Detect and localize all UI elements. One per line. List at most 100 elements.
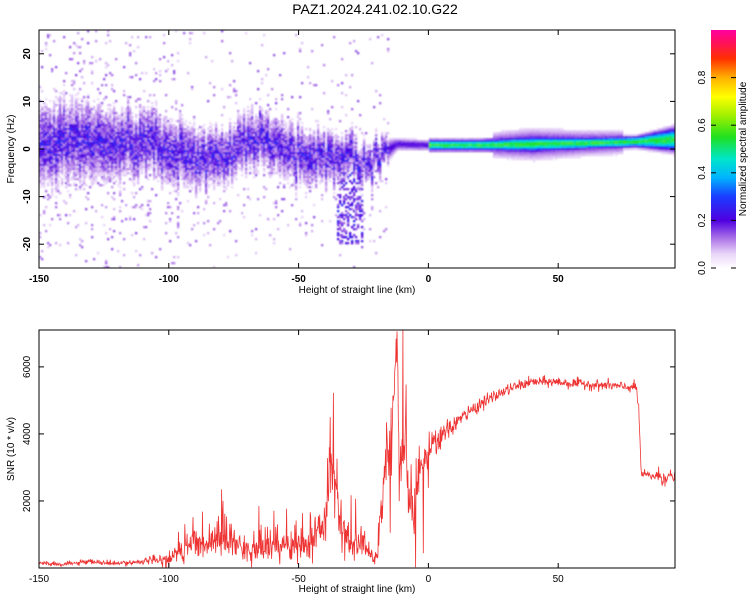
heatmap-cell bbox=[77, 136, 80, 139]
heatmap-cell bbox=[83, 110, 86, 113]
heatmap-cell bbox=[139, 140, 142, 143]
heatmap-cell bbox=[223, 142, 226, 145]
heatmap-cell bbox=[51, 178, 54, 181]
heatmap-cell bbox=[55, 136, 58, 139]
heatmap-cell bbox=[285, 176, 288, 179]
heatmap-cell bbox=[41, 114, 44, 117]
heatmap-cell bbox=[69, 178, 72, 181]
heatmap-cell bbox=[137, 122, 140, 125]
heatmap-cell bbox=[243, 150, 246, 153]
heatmap-cell bbox=[93, 176, 96, 179]
heatmap-cell bbox=[153, 136, 156, 139]
heatmap-cell bbox=[171, 160, 174, 163]
heatmap-cell bbox=[93, 138, 96, 141]
heatmap-cell bbox=[193, 142, 196, 145]
heatmap-cell bbox=[323, 154, 326, 157]
heatmap-cell bbox=[73, 120, 76, 123]
heatmap-cell bbox=[251, 104, 254, 107]
heatmap-cell bbox=[163, 168, 166, 171]
heatmap-cell bbox=[221, 134, 224, 137]
heatmap-cell bbox=[81, 144, 84, 147]
heatmap-cell bbox=[43, 126, 46, 129]
heatmap-cell bbox=[81, 124, 84, 127]
heatmap-cell bbox=[163, 180, 166, 183]
heatmap-cell bbox=[195, 164, 198, 167]
heatmap-cell bbox=[71, 128, 74, 131]
heatmap-cell bbox=[319, 170, 322, 173]
heatmap-cell bbox=[101, 134, 104, 137]
heatmap-cell bbox=[107, 162, 110, 165]
heatmap-cell bbox=[245, 174, 248, 177]
heatmap-cell bbox=[71, 94, 74, 97]
heatmap-cell bbox=[181, 136, 184, 139]
heatmap-cell bbox=[241, 158, 244, 161]
heatmap-cell bbox=[57, 132, 60, 135]
heatmap-cell bbox=[147, 142, 150, 145]
heatmap-cell bbox=[69, 194, 72, 197]
heatmap-cell bbox=[57, 158, 60, 161]
heatmap-cell bbox=[87, 198, 90, 201]
heatmap-cell bbox=[69, 214, 72, 217]
heatmap-cell bbox=[129, 126, 132, 129]
heatmap-cell bbox=[127, 162, 130, 165]
heatmap-cell bbox=[151, 148, 154, 151]
heatmap-cell bbox=[145, 132, 148, 135]
heatmap-cell bbox=[225, 158, 228, 161]
heatmap-cell bbox=[301, 216, 304, 219]
heatmap-cell bbox=[83, 142, 86, 145]
heatmap-cell bbox=[237, 150, 240, 153]
heatmap-cell bbox=[81, 160, 84, 163]
heatmap-cell bbox=[213, 152, 216, 155]
heatmap-cell bbox=[135, 144, 138, 147]
heatmap-cell bbox=[287, 156, 290, 159]
heatmap-cell bbox=[173, 158, 176, 161]
heatmap-cell bbox=[91, 236, 94, 239]
heatmap-cell bbox=[277, 142, 280, 145]
heatmap-cell bbox=[127, 146, 130, 149]
heatmap-cell bbox=[241, 142, 244, 145]
heatmap-cell bbox=[287, 168, 290, 171]
heatmap-cell bbox=[181, 158, 184, 161]
heatmap-cell bbox=[279, 132, 282, 135]
heatmap-cell bbox=[195, 140, 198, 143]
heatmap-cell bbox=[255, 148, 258, 151]
heatmap-cell bbox=[61, 130, 64, 133]
heatmap-cell bbox=[71, 106, 74, 109]
heatmap-cell bbox=[159, 146, 162, 149]
heatmap-cell bbox=[115, 58, 118, 61]
heatmap-cell bbox=[107, 192, 110, 195]
heatmap-cell bbox=[43, 102, 46, 105]
heatmap-cell bbox=[193, 144, 196, 147]
heatmap-cell bbox=[45, 128, 48, 131]
heatmap-cell bbox=[99, 148, 102, 151]
heatmap-cell bbox=[231, 180, 234, 183]
heatmap-cell bbox=[311, 180, 314, 183]
heatmap-cell bbox=[87, 108, 90, 111]
heatmap-cell bbox=[325, 142, 328, 145]
heatmap-cell bbox=[265, 114, 268, 117]
heatmap-cell bbox=[69, 94, 72, 97]
heatmap-cell bbox=[179, 162, 182, 165]
heatmap-cell bbox=[299, 142, 302, 145]
heatmap-cell bbox=[123, 136, 126, 139]
heatmap-cell bbox=[107, 178, 110, 181]
heatmap-cell bbox=[225, 132, 228, 135]
heatmap-cell bbox=[53, 140, 56, 143]
heatmap-cell bbox=[77, 224, 80, 227]
heatmap-cell bbox=[153, 138, 156, 141]
heatmap-cell bbox=[257, 170, 260, 173]
heatmap-cell bbox=[257, 160, 260, 163]
heatmap-cell bbox=[141, 128, 144, 131]
heatmap-cell bbox=[191, 174, 194, 177]
heatmap-cell bbox=[209, 162, 212, 165]
heatmap-cell bbox=[275, 146, 278, 149]
heatmap-cell bbox=[79, 152, 82, 155]
heatmap-cell bbox=[213, 156, 216, 159]
heatmap-cell bbox=[275, 118, 278, 121]
heatmap-cell bbox=[237, 160, 240, 163]
heatmap-cell bbox=[275, 172, 278, 175]
heatmap-cell bbox=[137, 164, 140, 167]
heatmap-cell bbox=[229, 138, 232, 141]
heatmap-cell bbox=[269, 138, 272, 141]
heatmap-cell bbox=[297, 168, 300, 171]
